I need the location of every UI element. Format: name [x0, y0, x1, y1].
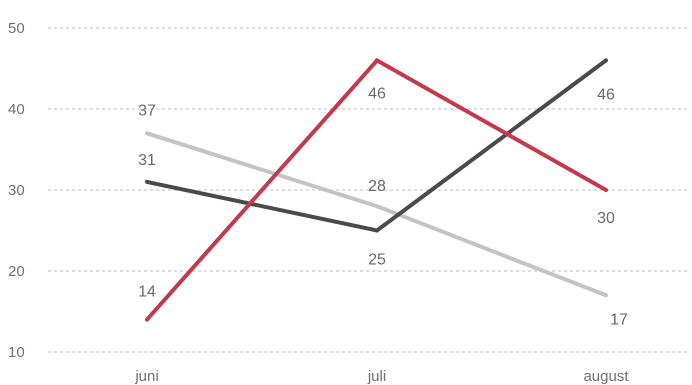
data-point — [145, 317, 149, 322]
label-layer: 37 28 17 31 25 46 14 46 30 — [138, 85, 628, 328]
data-label: 14 — [138, 284, 156, 301]
data-label: 28 — [368, 178, 386, 195]
series-layer — [145, 57, 608, 322]
series-1 — [145, 131, 608, 298]
data-point — [604, 293, 608, 298]
data-point — [375, 58, 379, 63]
grid-layer: 10 20 30 40 50 juni juli august — [8, 20, 690, 385]
series-3 — [145, 57, 608, 322]
data-point — [145, 179, 149, 184]
y-tick-label: 40 — [8, 101, 25, 118]
data-label: 30 — [597, 210, 615, 227]
x-tick-label: august — [583, 368, 629, 385]
y-tick-label: 10 — [8, 344, 25, 361]
data-point — [375, 204, 379, 209]
series-2 — [145, 58, 608, 233]
data-label: 25 — [368, 252, 386, 269]
x-tick-label: juli — [367, 368, 386, 385]
data-label: 37 — [138, 102, 156, 119]
series-line — [146, 131, 607, 298]
y-tick-label: 20 — [8, 263, 25, 280]
data-label: 17 — [610, 311, 628, 328]
data-point — [145, 131, 149, 136]
data-label: 46 — [597, 86, 615, 103]
y-tick-label: 30 — [8, 182, 25, 199]
data-label: 31 — [138, 152, 156, 169]
data-point — [375, 228, 379, 233]
x-tick-label: juni — [134, 368, 158, 385]
data-point — [604, 58, 608, 63]
data-point — [604, 188, 608, 192]
y-tick-label: 50 — [8, 20, 25, 37]
data-label: 46 — [368, 85, 386, 102]
